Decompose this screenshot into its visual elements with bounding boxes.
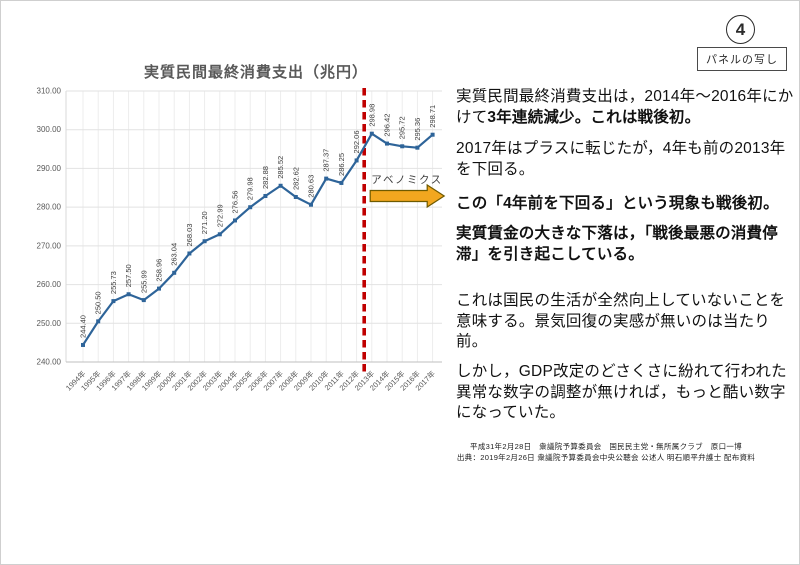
data-point-label: 298.71 [428,105,437,128]
data-point-label: 298.98 [367,104,376,127]
y-axis-tick-label: 260.00 [37,280,62,289]
data-point-label: 272.99 [215,204,224,227]
chart-plot-area: 240.00 250.00 260.00 270.00 280.00 290.00 300.… [37,87,446,393]
page-number: 4 [735,19,746,39]
commentary-paragraph-1: 実質民間最終消費支出は，2014年～2016年にかけて3年連続減少。これは戦後初… [456,87,798,128]
commentary-paragraph-6: しかし，GDP改定のどさくさに紛れて行われた異常な数字の調整が無ければ，もっと酷… [456,362,798,424]
chart-title: 実質民間最終消費支出（兆円） [143,64,368,81]
data-point-label: 286.25 [337,153,346,176]
data-point-marker [430,132,435,137]
data-point-label: 268.03 [185,224,194,247]
data-point-marker [263,193,268,198]
commentary-paragraph-4: 実質賃金の大きな下落は，「戦後最悪の消費停滞」を引き起こしている。 [456,224,798,265]
paragraph-text: 2017年はプラスに転じたが，4年も前の2013年を下回る。 [456,140,786,178]
source-line-2: 出典：2019年2月26日 衆議院予算委員会中央公聴会 公述人 明石順平弁護士 … [456,453,756,463]
commentary-paragraph-5: これは国民の生活が全然向上していないことを意味する。景気回復の実感が無いのは当た… [456,291,798,353]
data-point-marker [415,145,420,150]
y-axis-tick-label: 290.00 [37,164,62,173]
data-point-label: 255.99 [139,270,148,293]
paragraph-text: 実質民間最終消費支出は，2014年～2016年にかけて [456,88,794,126]
data-point-label: 292.06 [352,131,361,154]
data-point-label: 279.98 [246,177,255,200]
data-point-label: 263.04 [170,243,179,266]
data-point-marker [385,141,389,146]
y-axis-tick-label: 270.00 [37,241,62,250]
data-point-label: 280.63 [307,175,316,198]
paragraph-text-bold: この「4年前を下回る」という現象も戦後初。 [456,195,779,213]
data-point-label: 285.52 [276,156,285,179]
data-point-marker [141,298,146,303]
data-point-marker [187,251,192,256]
paragraph-text: これは国民の生活が全然向上していないことを意味する。景気回復の実感が無いのは当た… [456,292,786,351]
abenomics-label: アベノミクス [371,174,442,186]
commentary-paragraph-2: 2017年はプラスに転じたが，4年も前の2013年を下回る。 [456,139,798,180]
data-point-label: 282.88 [261,166,270,189]
page-number-circle: 4 [726,15,755,44]
commentary-panel: 実質民間最終消費支出は，2014年～2016年にかけて3年連続減少。これは戦後初… [456,87,798,424]
data-point-marker [233,218,237,223]
data-point-label: 250.50 [94,291,103,314]
data-point-marker [202,239,207,244]
y-axis-tick-label: 300.00 [37,125,62,134]
paragraph-text-bold: 3年連続減少。これは戦後初。 [487,108,701,126]
data-point-marker [126,292,131,297]
data-point-label: 271.20 [200,211,209,234]
data-point-marker [278,183,283,188]
data-point-marker [354,158,359,163]
data-point-label: 282.62 [291,167,300,190]
data-point-marker [400,144,405,149]
data-point-label: 276.56 [231,191,240,214]
data-point-label: 295.36 [413,118,422,141]
data-point-marker [248,205,253,210]
data-point-label: 295.72 [398,116,407,139]
data-point-label: 287.37 [322,149,331,172]
data-point-marker [111,299,116,304]
data-point-marker [369,131,374,136]
data-point-marker [217,232,222,237]
data-point-marker [81,342,85,347]
commentary-paragraph-3: この「4年前を下回る」という現象も戦後初。 [456,194,798,215]
paragraph-text: しかし，GDP改定のどさくさに紛れて行われた異常な数字の調整が無ければ，もっと酷… [456,363,787,422]
data-point-label: 296.42 [383,114,392,137]
panel-copy-label: パネルの写し [697,47,787,71]
data-point-label: 258.96 [155,259,164,282]
data-point-marker [293,194,298,199]
abenomics-arrow [369,183,446,209]
source-note: 平成31年2月28日 衆議院予算委員会 国民民主党・無所属クラブ 原口一博 出典… [421,441,791,464]
data-point-marker [324,176,329,181]
data-point-marker [339,180,344,185]
y-axis-tick-label: 310.00 [37,87,62,96]
source-line-1: 平成31年2月28日 衆議院予算委員会 国民民主党・無所属クラブ 原口一博 [470,442,742,451]
data-point-marker [96,319,101,324]
data-point-marker [172,270,177,275]
data-line [82,132,434,346]
y-axis-tick-label: 250.00 [37,319,62,328]
data-point-marker [309,202,313,207]
consumption-chart: 実質民間最終消費支出（兆円） 240.00 250.00 260.00 270.00 2… [29,61,457,413]
y-axis-tick-label: 240.00 [37,358,62,367]
y-axis-tick-label: 280.00 [37,203,62,212]
data-point-label: 255.73 [109,271,118,294]
data-point-label: 257.50 [124,264,133,287]
paragraph-text-bold: 実質賃金の大きな下落は，「戦後最悪の消費停滞」を引き起こしている。 [456,225,778,263]
data-point-marker [157,286,161,291]
data-point-label: 244.40 [79,315,88,338]
